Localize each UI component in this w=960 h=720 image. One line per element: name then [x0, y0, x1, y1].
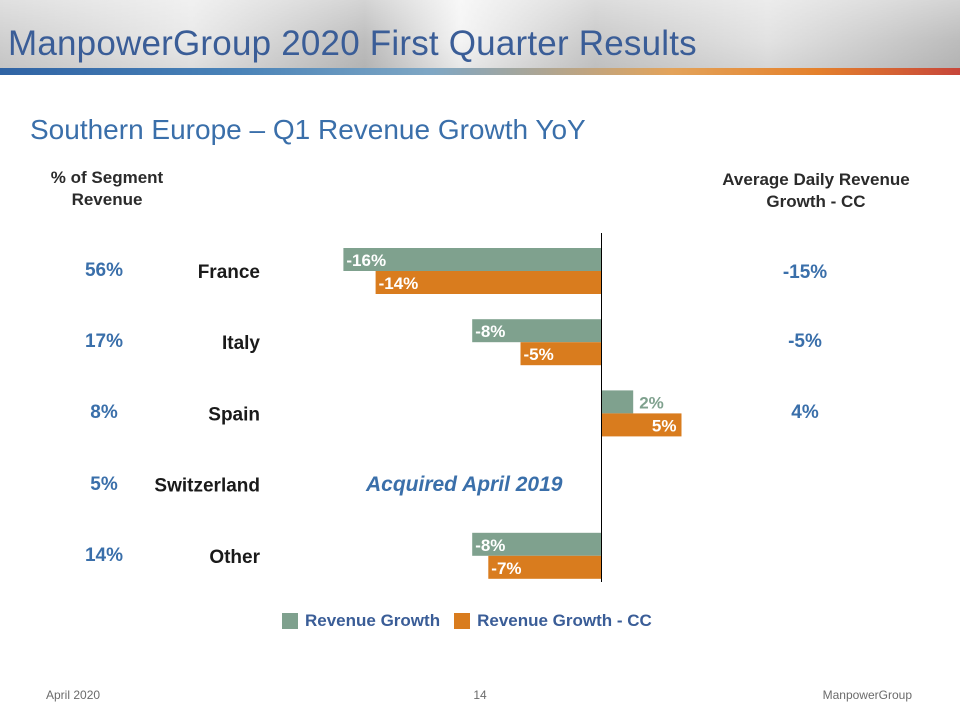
data-label-revenue-growth-cc-spain: 5%	[652, 416, 677, 435]
legend-swatch-revenue-growth	[282, 613, 298, 629]
legend-label-revenue-growth-cc: Revenue Growth - CC	[477, 611, 652, 630]
data-label-revenue-growth-italy: -8%	[475, 322, 505, 341]
bar-revenue-growth-spain	[601, 390, 634, 414]
page-number: 14	[473, 688, 487, 702]
chart-subtitle: Southern Europe – Q1 Revenue Growth YoY	[30, 114, 586, 145]
adr-growth-italy: -5%	[788, 331, 822, 352]
bar-revenue-growth-cc-france	[375, 271, 601, 294]
segment-pct-other: 14%	[84, 545, 124, 566]
segment-pct-switzerland: 5%	[90, 474, 118, 495]
data-label-revenue-growth-france: -16%	[346, 251, 386, 270]
slide-title: ManpowerGroup 2020 First Quarter Results	[8, 24, 697, 63]
segment-pct-france: 56%	[84, 260, 124, 281]
legend-item-revenue-growth: Revenue Growth	[282, 611, 440, 631]
category-label-spain: Spain	[208, 404, 260, 425]
data-label-revenue-growth-cc-italy: -5%	[524, 345, 554, 364]
footer-brand: ManpowerGroup	[822, 688, 912, 702]
acquisition-note: Acquired April 2019	[366, 473, 563, 496]
legend-item-revenue-growth-cc: Revenue Growth - CC	[454, 611, 652, 631]
legend-swatch-revenue-growth-cc	[454, 613, 471, 629]
adr-growth-header: Average Daily Revenue Growth - CC	[722, 170, 910, 211]
bar-revenue-growth-cc-other	[488, 555, 601, 579]
adr-growth-spain: 4%	[791, 402, 819, 423]
bar-revenue-growth-other	[472, 532, 601, 556]
legend-label-revenue-growth: Revenue Growth	[305, 611, 441, 630]
footer-date: April 2020	[46, 688, 101, 702]
header-banner	[0, 0, 960, 68]
category-label-france: France	[198, 262, 260, 283]
bar-revenue-growth-cc-italy	[520, 342, 601, 366]
segment-revenue-header: % of Segment Revenue	[50, 168, 164, 209]
data-label-revenue-growth-spain: 2%	[639, 393, 664, 412]
color-strip	[0, 68, 960, 75]
segment-pct-spain: 8%	[90, 402, 118, 423]
category-label-switzerland: Switzerland	[154, 476, 260, 497]
chart-legend: Revenue Growth Revenue Growth - CC	[282, 611, 666, 631]
bar-revenue-growth-italy	[472, 319, 601, 343]
bar-revenue-growth-cc-spain	[601, 413, 682, 437]
adr-growth-france: -15%	[782, 262, 828, 283]
category-label-italy: Italy	[222, 333, 260, 354]
data-label-revenue-growth-cc-france: -14%	[379, 274, 419, 293]
segment-pct-italy: 17%	[84, 331, 124, 352]
data-label-revenue-growth-cc-other: -7%	[491, 559, 521, 578]
bar-revenue-growth-france	[343, 248, 601, 271]
category-label-other: Other	[209, 547, 260, 568]
data-label-revenue-growth-other: -8%	[475, 536, 505, 555]
